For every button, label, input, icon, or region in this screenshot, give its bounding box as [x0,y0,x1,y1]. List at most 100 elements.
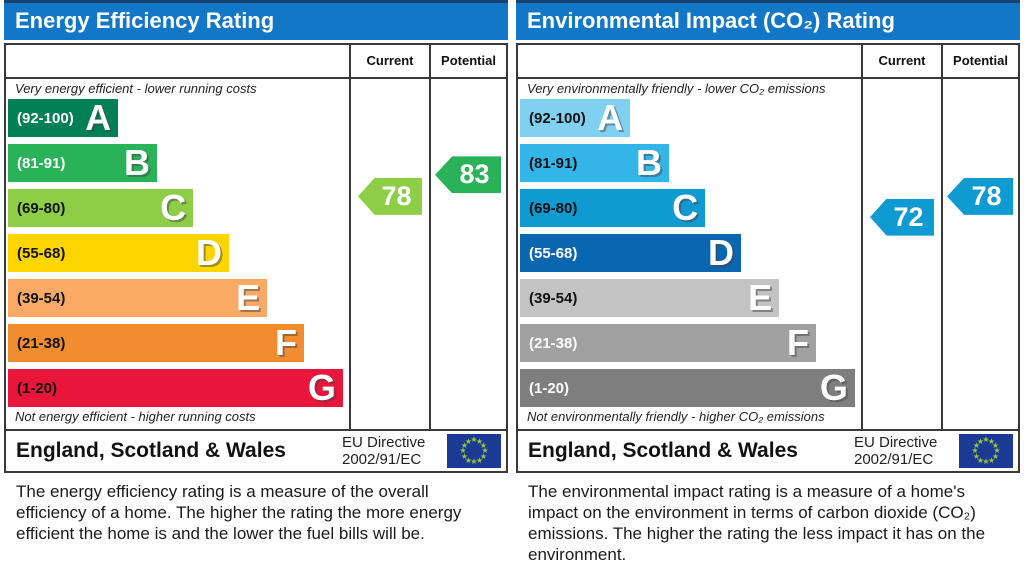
band-letter: D [707,232,734,273]
band-range-label: (92-100) [529,109,586,127]
eu-star-icon: ★ [982,435,990,444]
rating-band-row: (39-54) E [520,277,780,318]
band-range-label: (21-38) [529,334,578,352]
panel-title-bar: Environmental Impact (CO₂) Rating [516,0,1020,40]
current-column-header: Current [878,53,926,68]
panel-title: Environmental Impact (CO₂) Rating [527,8,895,33]
band-range-label: (55-68) [17,244,66,262]
eu-directive-line1: EU Directive [342,434,426,451]
eu-directive-label: EU Directive 2002/91/EC [854,434,937,468]
band-letter: B [124,142,151,183]
band-letter: D [195,232,222,273]
band-letter: G [819,367,848,408]
region-label: England, Scotland & Wales [16,439,286,462]
rating-band-row: (55-68) D [8,234,229,272]
header-divider [6,77,506,79]
rating-band-row: (92-100) A [520,97,631,138]
eu-star-icon: ★ [475,455,484,465]
band-letter: C [672,187,699,228]
eu-star-icon: ★ [479,440,488,450]
eu-star-icon: ★ [460,451,469,461]
eu-directive-line2: 2002/91/EC [342,451,422,468]
rating-band-row: (1-20) G [520,369,855,407]
band-range-label: (69-80) [529,199,578,217]
band-range-label: (55-68) [529,244,578,262]
band-list: (92-100) A (81-91) B (69-80) C (55-68) D… [520,99,861,414]
bottom-note: Not energy efficient - higher running co… [15,409,256,424]
band-letter: A [85,97,112,138]
eu-star-icon: ★ [459,446,467,455]
rating-chart: Current Potential Very environmentally f… [516,43,1020,431]
rating-band-row: (81-91) B [520,142,670,183]
eu-directive-label: EU Directive 2002/91/EC [342,434,425,468]
footer-bar: England, Scotland & Wales EU Directive 2… [516,429,1020,473]
current-rating-arrow: 78 [358,177,422,215]
region-label: England, Scotland & Wales [528,439,798,462]
column-divider [429,45,431,429]
band-range-label: (81-91) [17,154,66,172]
current-rating-arrow: 72 [870,198,934,236]
rating-chart: Current Potential Very energy efficient … [4,43,508,431]
band-range-label: (69-80) [17,199,66,217]
rating-band-row: (21-38) F [8,324,304,362]
panel-title-bar: Energy Efficiency Rating [4,0,508,40]
rating-band-row: (21-38) F [520,324,816,362]
potential-rating-arrow: 83 [435,156,501,194]
eu-star-icon: ★ [991,451,1000,461]
band-range-label: (39-54) [17,289,66,307]
current-rating-value: 78 [381,180,412,211]
eu-star-icon: ★ [972,451,981,461]
band-letter: B [636,142,663,183]
eu-star-icon: ★ [987,436,996,446]
eu-star-icon: ★ [971,446,979,455]
band-list: (92-100) A (81-91) B (69-80) C (55-68) D… [8,99,349,414]
band-letter: E [236,277,261,318]
band-letter: F [274,322,297,363]
eu-star-icon: ★ [479,451,488,461]
rating-band-row: (1-20) G [8,369,343,407]
rating-description: The environmental impact rating is a mea… [528,482,986,564]
footer-bar: England, Scotland & Wales EU Directive 2… [4,429,508,473]
eu-star-icon: ★ [464,436,473,446]
eu-star-icon: ★ [993,446,1001,455]
eu-star-icon: ★ [991,440,1000,450]
current-rating-value: 72 [893,201,924,232]
column-divider [349,45,351,429]
eu-star-icon: ★ [987,455,996,465]
eu-directive-line2: 2002/91/EC [854,451,934,468]
energy-efficiency-panel: Energy Efficiency Rating Current Potenti… [4,0,508,570]
band-letter: C [160,187,187,228]
band-letter: A [597,97,624,138]
rating-band-row: (55-68) D [520,234,741,272]
rating-band-row: (69-80) C [8,187,194,228]
band-range-label: (39-54) [529,289,578,307]
eu-star-icon: ★ [470,457,478,466]
eu-star-icon: ★ [972,440,981,450]
potential-column-header: Potential [441,53,496,68]
top-note: Very energy efficient - lower running co… [15,81,257,96]
band-range-label: (1-20) [529,379,570,397]
top-note: Very environmentally friendly - lower CO… [527,81,826,96]
current-column-header: Current [366,53,414,68]
potential-rating-value: 83 [459,159,490,190]
eu-flag-icon: ★ ★ ★ ★ ★ ★ ★ ★ ★ ★ ★ ★ [447,434,501,468]
rating-band-row: (39-54) E [8,277,268,318]
potential-rating-arrow: 78 [947,177,1013,215]
bottom-note: Not environmentally friendly - higher CO… [527,409,825,424]
eu-star-icon: ★ [475,436,484,446]
header-divider [518,77,1018,79]
band-range-label: (21-38) [17,334,66,352]
band-range-label: (81-91) [529,154,578,172]
panel-title: Energy Efficiency Rating [15,8,275,33]
rating-description: The energy efficiency rating is a measur… [16,482,462,543]
column-divider [861,45,863,429]
potential-column-header: Potential [953,53,1008,68]
band-letter: E [748,277,773,318]
band-letter: G [307,367,336,408]
eu-star-icon: ★ [470,435,478,444]
eu-star-icon: ★ [481,446,489,455]
eu-flag-icon: ★ ★ ★ ★ ★ ★ ★ ★ ★ ★ ★ ★ [959,434,1013,468]
eu-star-icon: ★ [464,455,473,465]
band-range-label: (92-100) [17,109,74,127]
rating-band-row: (81-91) B [8,142,158,183]
